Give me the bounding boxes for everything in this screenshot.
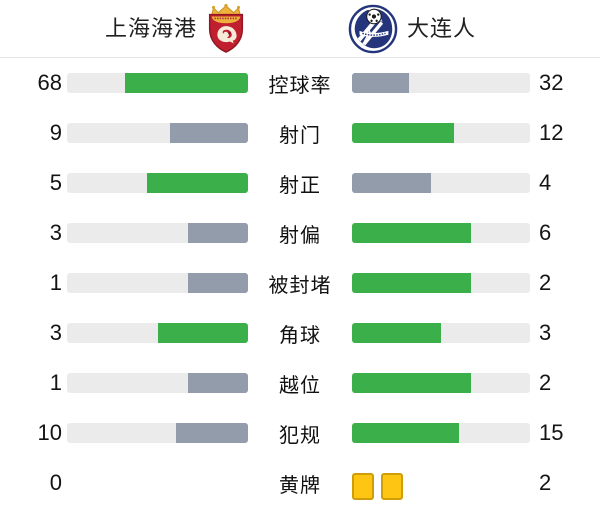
away-stat-bar-fill	[352, 273, 471, 293]
away-stat-bar-fill	[352, 123, 454, 143]
home-stat-bar-track	[67, 123, 248, 143]
home-stat-bar-track	[67, 423, 248, 443]
home-value: 3	[49, 220, 62, 245]
away-bar-area	[352, 323, 530, 343]
away-bar-area	[352, 273, 530, 293]
away-value: 32	[539, 70, 564, 95]
home-bar-area	[62, 173, 248, 193]
home-stat-bar-fill	[124, 73, 248, 93]
home-bar-area	[62, 423, 248, 443]
home-bar-area	[62, 323, 248, 343]
home-stat-bar-fill	[170, 123, 248, 143]
stat-label: 控球率	[268, 74, 332, 97]
away-stat-bar-fill	[352, 173, 432, 193]
home-team: 上海海港	[0, 3, 300, 54]
stat-row: 0 黄牌 2	[0, 458, 600, 508]
away-stat-bar-fill	[352, 223, 471, 243]
stat-row: 68 控球率 32	[0, 58, 600, 108]
home-stat-bar-track	[67, 73, 248, 93]
stat-label: 角球	[279, 324, 321, 347]
home-stat-bar-track	[67, 373, 248, 393]
away-value: 2	[539, 370, 552, 395]
away-value: 6	[539, 220, 552, 245]
home-stat-bar-fill	[187, 273, 248, 293]
away-value: 15	[539, 420, 564, 445]
stat-row: 3 角球 3	[0, 308, 600, 358]
stat-label: 黄牌	[279, 474, 321, 497]
yellow-cards-group	[352, 473, 530, 500]
stat-label: 射偏	[279, 224, 321, 247]
away-value: 12	[539, 120, 564, 145]
stat-row: 5 射正 4	[0, 158, 600, 208]
shanghai-port-crest-icon	[204, 3, 248, 54]
away-value: 2	[539, 470, 552, 495]
home-stat-bar-fill	[187, 373, 248, 393]
home-team-name: 上海海港	[104, 15, 197, 41]
home-value: 1	[49, 270, 62, 295]
away-value: 2	[539, 270, 552, 295]
away-bar-area	[352, 373, 530, 393]
away-bar-area	[352, 223, 530, 243]
home-bar-area	[62, 223, 248, 243]
home-value: 0	[49, 470, 62, 495]
home-stat-bar-track	[67, 223, 248, 243]
match-header: 上海海港	[0, 0, 600, 58]
home-bar-area	[62, 273, 248, 293]
stat-row: 10 犯规 15	[0, 408, 600, 458]
away-bar-area	[352, 123, 530, 143]
away-stat-bar-fill	[352, 73, 409, 93]
home-bar-area	[62, 123, 248, 143]
yellow-card-icon	[352, 473, 374, 500]
home-value: 1	[49, 370, 62, 395]
home-value: 3	[49, 320, 62, 345]
home-value: 68	[37, 70, 62, 95]
away-value: 3	[539, 320, 552, 345]
away-stat-bar-track	[352, 273, 530, 293]
away-team: 大连人	[300, 4, 600, 54]
away-stat-bar-fill	[352, 323, 441, 343]
stat-row: 1 越位 2	[0, 358, 600, 408]
home-stat-bar-fill	[175, 423, 248, 443]
home-stat-bar-track	[67, 173, 248, 193]
home-value: 9	[49, 120, 62, 145]
home-bar-area	[62, 73, 248, 93]
away-stat-bar-track	[352, 123, 530, 143]
stats-list: 68 控球率 32 9 射门 12 5 射正 4 3 射偏 6 1 被封堵 2 …	[0, 58, 600, 508]
stat-row: 1 被封堵 2	[0, 258, 600, 308]
away-bar-area	[352, 173, 530, 193]
stat-label: 射正	[279, 174, 321, 197]
home-bar-area	[62, 373, 248, 393]
stat-label: 越位	[279, 374, 321, 397]
away-stat-bar-fill	[352, 373, 471, 393]
home-stat-bar-fill	[147, 173, 248, 193]
home-value: 5	[49, 170, 62, 195]
away-stat-bar-track	[352, 373, 530, 393]
dalian-pro-crest-icon	[348, 4, 398, 54]
away-stat-bar-track	[352, 323, 530, 343]
stat-label: 射门	[279, 124, 321, 147]
away-stat-bar-track	[352, 173, 530, 193]
away-value: 4	[539, 170, 552, 195]
stat-label: 犯规	[279, 424, 321, 447]
away-stat-bar-fill	[352, 423, 459, 443]
away-bar-area	[352, 423, 530, 443]
stat-label: 被封堵	[268, 274, 332, 297]
home-stat-bar-track	[67, 273, 248, 293]
away-stat-bar-track	[352, 223, 530, 243]
home-stat-bar-fill	[157, 323, 248, 343]
away-bar-area	[352, 473, 530, 500]
away-team-name: 大连人	[407, 15, 477, 41]
away-stat-bar-track	[352, 73, 530, 93]
home-stat-bar-fill	[187, 223, 248, 243]
home-bar-area	[62, 473, 248, 493]
stat-row: 9 射门 12	[0, 108, 600, 158]
away-bar-area	[352, 73, 530, 93]
stat-row: 3 射偏 6	[0, 208, 600, 258]
away-stat-bar-track	[352, 423, 530, 443]
yellow-card-icon	[381, 473, 403, 500]
home-value: 10	[37, 420, 62, 445]
home-stat-bar-track	[67, 323, 248, 343]
